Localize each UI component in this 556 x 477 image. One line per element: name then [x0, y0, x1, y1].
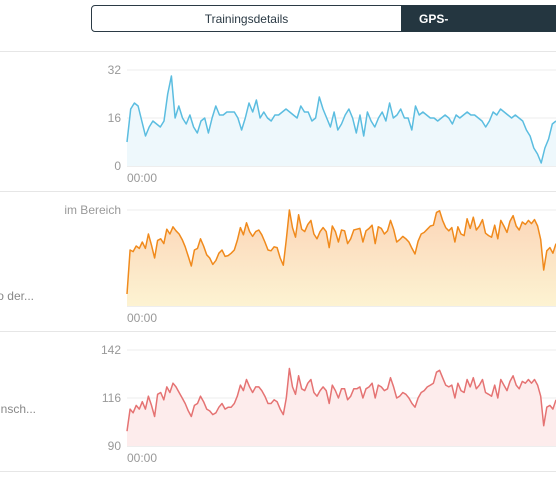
x-tick-label: 00:00 [127, 451, 157, 465]
speed-line [126, 75, 556, 164]
y-tick-label: 90 [108, 439, 122, 453]
y-axis-label: im Bereich [64, 203, 121, 217]
heart-rate-line [126, 367, 556, 432]
x-tick-label: 00:00 [127, 311, 157, 325]
tab-trainingsdetails[interactable]: Trainingsdetails [91, 5, 402, 32]
section-divider [0, 51, 556, 52]
heart-zone-area [127, 210, 556, 306]
heart-rate-area [127, 368, 556, 446]
y-tick-label: 142 [101, 343, 121, 357]
heart-zone-line [126, 209, 556, 295]
y-tick-label: 116 [102, 391, 121, 405]
section-divider [0, 471, 556, 472]
tab-gps[interactable]: GPS- [401, 5, 556, 32]
y-tick-label: 16 [108, 111, 122, 125]
section-divider [0, 191, 556, 192]
section-divider [0, 331, 556, 332]
speed-chart: 32 16 0 00:00 [108, 63, 556, 185]
x-tick-label: 00:00 [127, 171, 157, 185]
heart-rate-side-label: nsch... [0, 402, 36, 416]
heart-zone-chart: im Bereich 00:00 [64, 203, 556, 325]
view-tab-bar: Trainingsdetails GPS- [91, 5, 556, 32]
y-tick-label: 0 [114, 159, 121, 173]
heart-zone-side-label: o der... [0, 289, 34, 303]
speed-area [127, 76, 556, 166]
heart-rate-chart: 142 116 90 00:00 [101, 343, 556, 465]
y-tick-label: 32 [108, 63, 122, 77]
